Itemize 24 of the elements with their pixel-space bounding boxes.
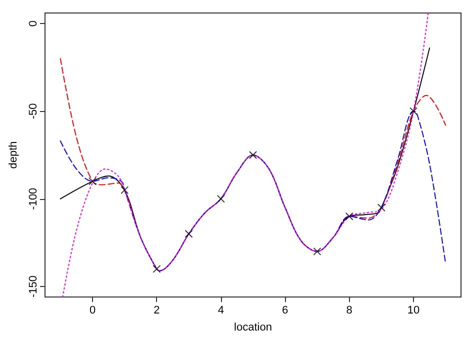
x-tick-label: 2 [154,304,160,316]
point [345,212,354,220]
x-tick-label: 6 [282,304,288,316]
x-tick-label: 10 [407,304,420,316]
line-series [60,110,446,272]
line-series [62,12,429,298]
point [249,151,257,159]
x-tick-label: 0 [89,304,96,316]
y-tick-label: 0 [28,20,40,27]
point [313,247,322,256]
y-tick-label: -50 [28,103,40,120]
x-tick-label: 8 [346,304,352,316]
y-tick-label: -100 [28,188,40,210]
y-tick-label: -150 [28,275,40,298]
point [377,204,386,212]
point [216,194,225,203]
x-tick-label: 4 [218,304,224,316]
point [184,230,193,238]
point [409,107,418,116]
y-axis-title: depth [8,141,20,169]
point [152,264,161,273]
point [120,186,129,194]
x-axis-title: location [234,322,272,334]
point [88,177,97,186]
